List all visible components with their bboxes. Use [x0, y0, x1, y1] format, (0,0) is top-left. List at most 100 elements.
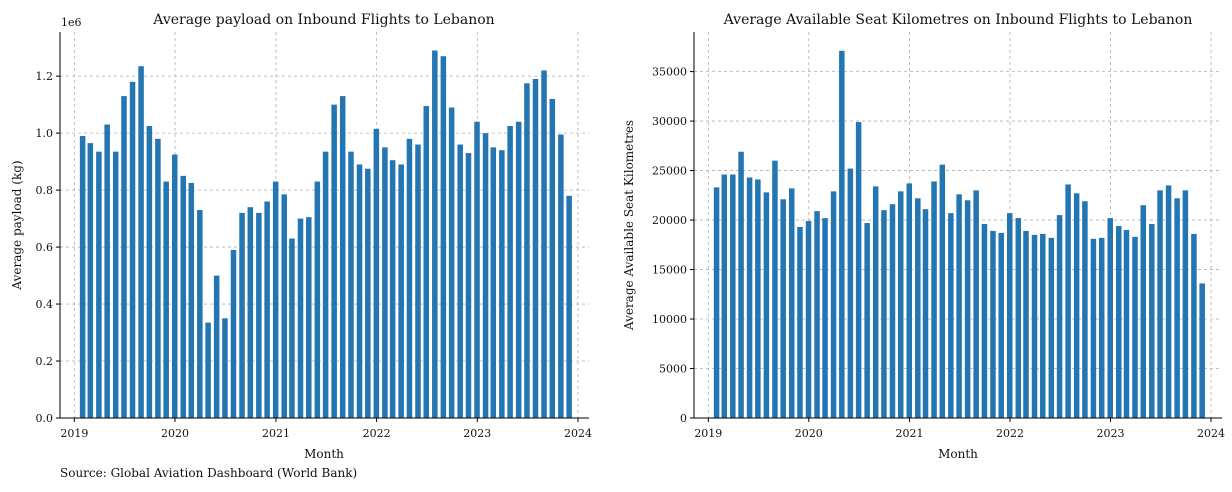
payload-bar — [146, 126, 153, 418]
payload-bar — [549, 98, 556, 419]
ask-y-tick-label: 35000 — [652, 66, 687, 79]
payload-bar — [297, 218, 304, 418]
payload-bar — [230, 249, 237, 418]
payload-y-tick-label: 1.2 — [36, 70, 54, 83]
ask-bar — [847, 168, 854, 418]
ask-bar — [1123, 229, 1130, 418]
ask-bar — [906, 183, 913, 418]
ask-x-tick-label: 2022 — [996, 427, 1024, 440]
ask-bar — [1073, 193, 1080, 418]
ask-bar — [780, 199, 786, 418]
payload-bar — [205, 322, 211, 418]
payload-bar — [566, 195, 572, 418]
ask-bar — [864, 223, 870, 418]
ask-bar — [855, 122, 862, 419]
payload-bar — [474, 121, 480, 418]
ask-bar — [797, 226, 803, 418]
ask-bar — [1107, 218, 1113, 418]
ask-chart: 2019 2020 2021 2022 2023 2024 0 5000 10000 15000 2… — [622, 12, 1225, 461]
payload-bar — [256, 212, 262, 418]
payload-bar — [499, 150, 505, 418]
payload-bar — [188, 182, 195, 418]
payload-bar — [121, 96, 127, 418]
payload-bar — [432, 50, 438, 419]
ask-y-tick-label: 20000 — [652, 214, 687, 227]
payload-x-tick-label: 2021 — [262, 427, 290, 440]
ask-bar — [1157, 190, 1163, 418]
ask-bar — [805, 221, 812, 418]
ask-bar — [956, 194, 962, 418]
ask-chart-title: Average Available Seat Kilometres on Inb… — [723, 12, 1193, 28]
ask-bar — [839, 50, 845, 419]
ask-bar — [964, 200, 971, 418]
payload-bar — [440, 56, 447, 419]
ask-bar — [738, 151, 744, 418]
ask-bar — [931, 181, 937, 418]
payload-y-tick-label: 0.8 — [36, 184, 54, 197]
ask-x-tick-label: 2023 — [1097, 427, 1125, 440]
payload-bar — [247, 207, 254, 418]
ask-x-tick-label: 2021 — [896, 427, 924, 440]
payload-bar — [382, 147, 388, 419]
ask-bar — [1182, 190, 1189, 418]
payload-x-axis-label: Month — [304, 447, 344, 461]
payload-bar — [96, 151, 102, 418]
payload-bar — [331, 104, 337, 419]
ask-bar — [1116, 225, 1122, 418]
ask-bar — [1007, 213, 1013, 418]
payload-x-tick-label: 2023 — [463, 427, 491, 440]
payload-bar — [79, 135, 86, 419]
ask-bar — [1048, 237, 1055, 418]
ask-bar — [981, 224, 988, 418]
ask-bar — [1090, 238, 1097, 418]
ask-bar — [1199, 283, 1205, 418]
ask-bar — [915, 198, 921, 418]
source-note: Source: Global Aviation Dashboard (World… — [60, 466, 358, 480]
payload-x-tick-label: 2020 — [161, 427, 189, 440]
ask-bar — [1165, 185, 1172, 418]
payload-bar — [490, 147, 497, 419]
ask-bar — [881, 210, 887, 418]
ask-bar — [1065, 184, 1071, 418]
payload-y-tick-label: 0.2 — [36, 355, 54, 368]
payload-bar — [213, 275, 220, 418]
ask-bar — [1082, 201, 1088, 418]
payload-bar — [532, 79, 539, 418]
payload-chart: 2019 2020 2021 2022 2023 2024 0.0 0.2 0.4 0.6 0.8 1… — [10, 12, 592, 461]
payload-bar — [541, 70, 547, 418]
ask-y-tick-label: 0 — [680, 412, 687, 425]
payload-bar — [365, 168, 371, 418]
payload-bar — [87, 143, 94, 419]
payload-chart-title: Average payload on Inbound Flights to Le… — [152, 12, 494, 28]
payload-bar — [112, 151, 119, 418]
payload-bar — [322, 151, 329, 418]
payload-bar — [264, 201, 270, 418]
payload-bar — [281, 194, 287, 418]
ask-y-tick-label: 15000 — [652, 264, 687, 277]
ask-bar — [763, 192, 770, 418]
ask-bar — [1132, 236, 1138, 418]
payload-y-tick-label: 0.0 — [36, 412, 54, 425]
ask-bar — [973, 190, 979, 418]
ask-x-tick-label: 2020 — [795, 427, 823, 440]
ask-bar — [872, 186, 879, 418]
payload-bar — [465, 153, 472, 418]
payload-bar — [314, 181, 321, 418]
payload-bar — [389, 160, 396, 418]
ask-bar — [1174, 198, 1180, 418]
payload-bar — [348, 151, 354, 418]
payload-bar — [222, 318, 228, 418]
payload-bar — [356, 164, 363, 418]
payload-bar — [515, 121, 522, 418]
ask-y-axis-label: Average Available Seat Kilometres — [622, 120, 636, 331]
payload-bar — [155, 138, 161, 418]
payload-bar — [448, 107, 455, 418]
ask-y-tick-label: 10000 — [652, 313, 687, 326]
ask-y-tick-label: 30000 — [652, 115, 687, 128]
payload-bar — [197, 210, 203, 418]
ask-bar — [830, 191, 837, 418]
ask-y-tick-label: 25000 — [652, 165, 687, 178]
payload-bar — [289, 238, 295, 418]
ask-bar — [1015, 218, 1022, 418]
